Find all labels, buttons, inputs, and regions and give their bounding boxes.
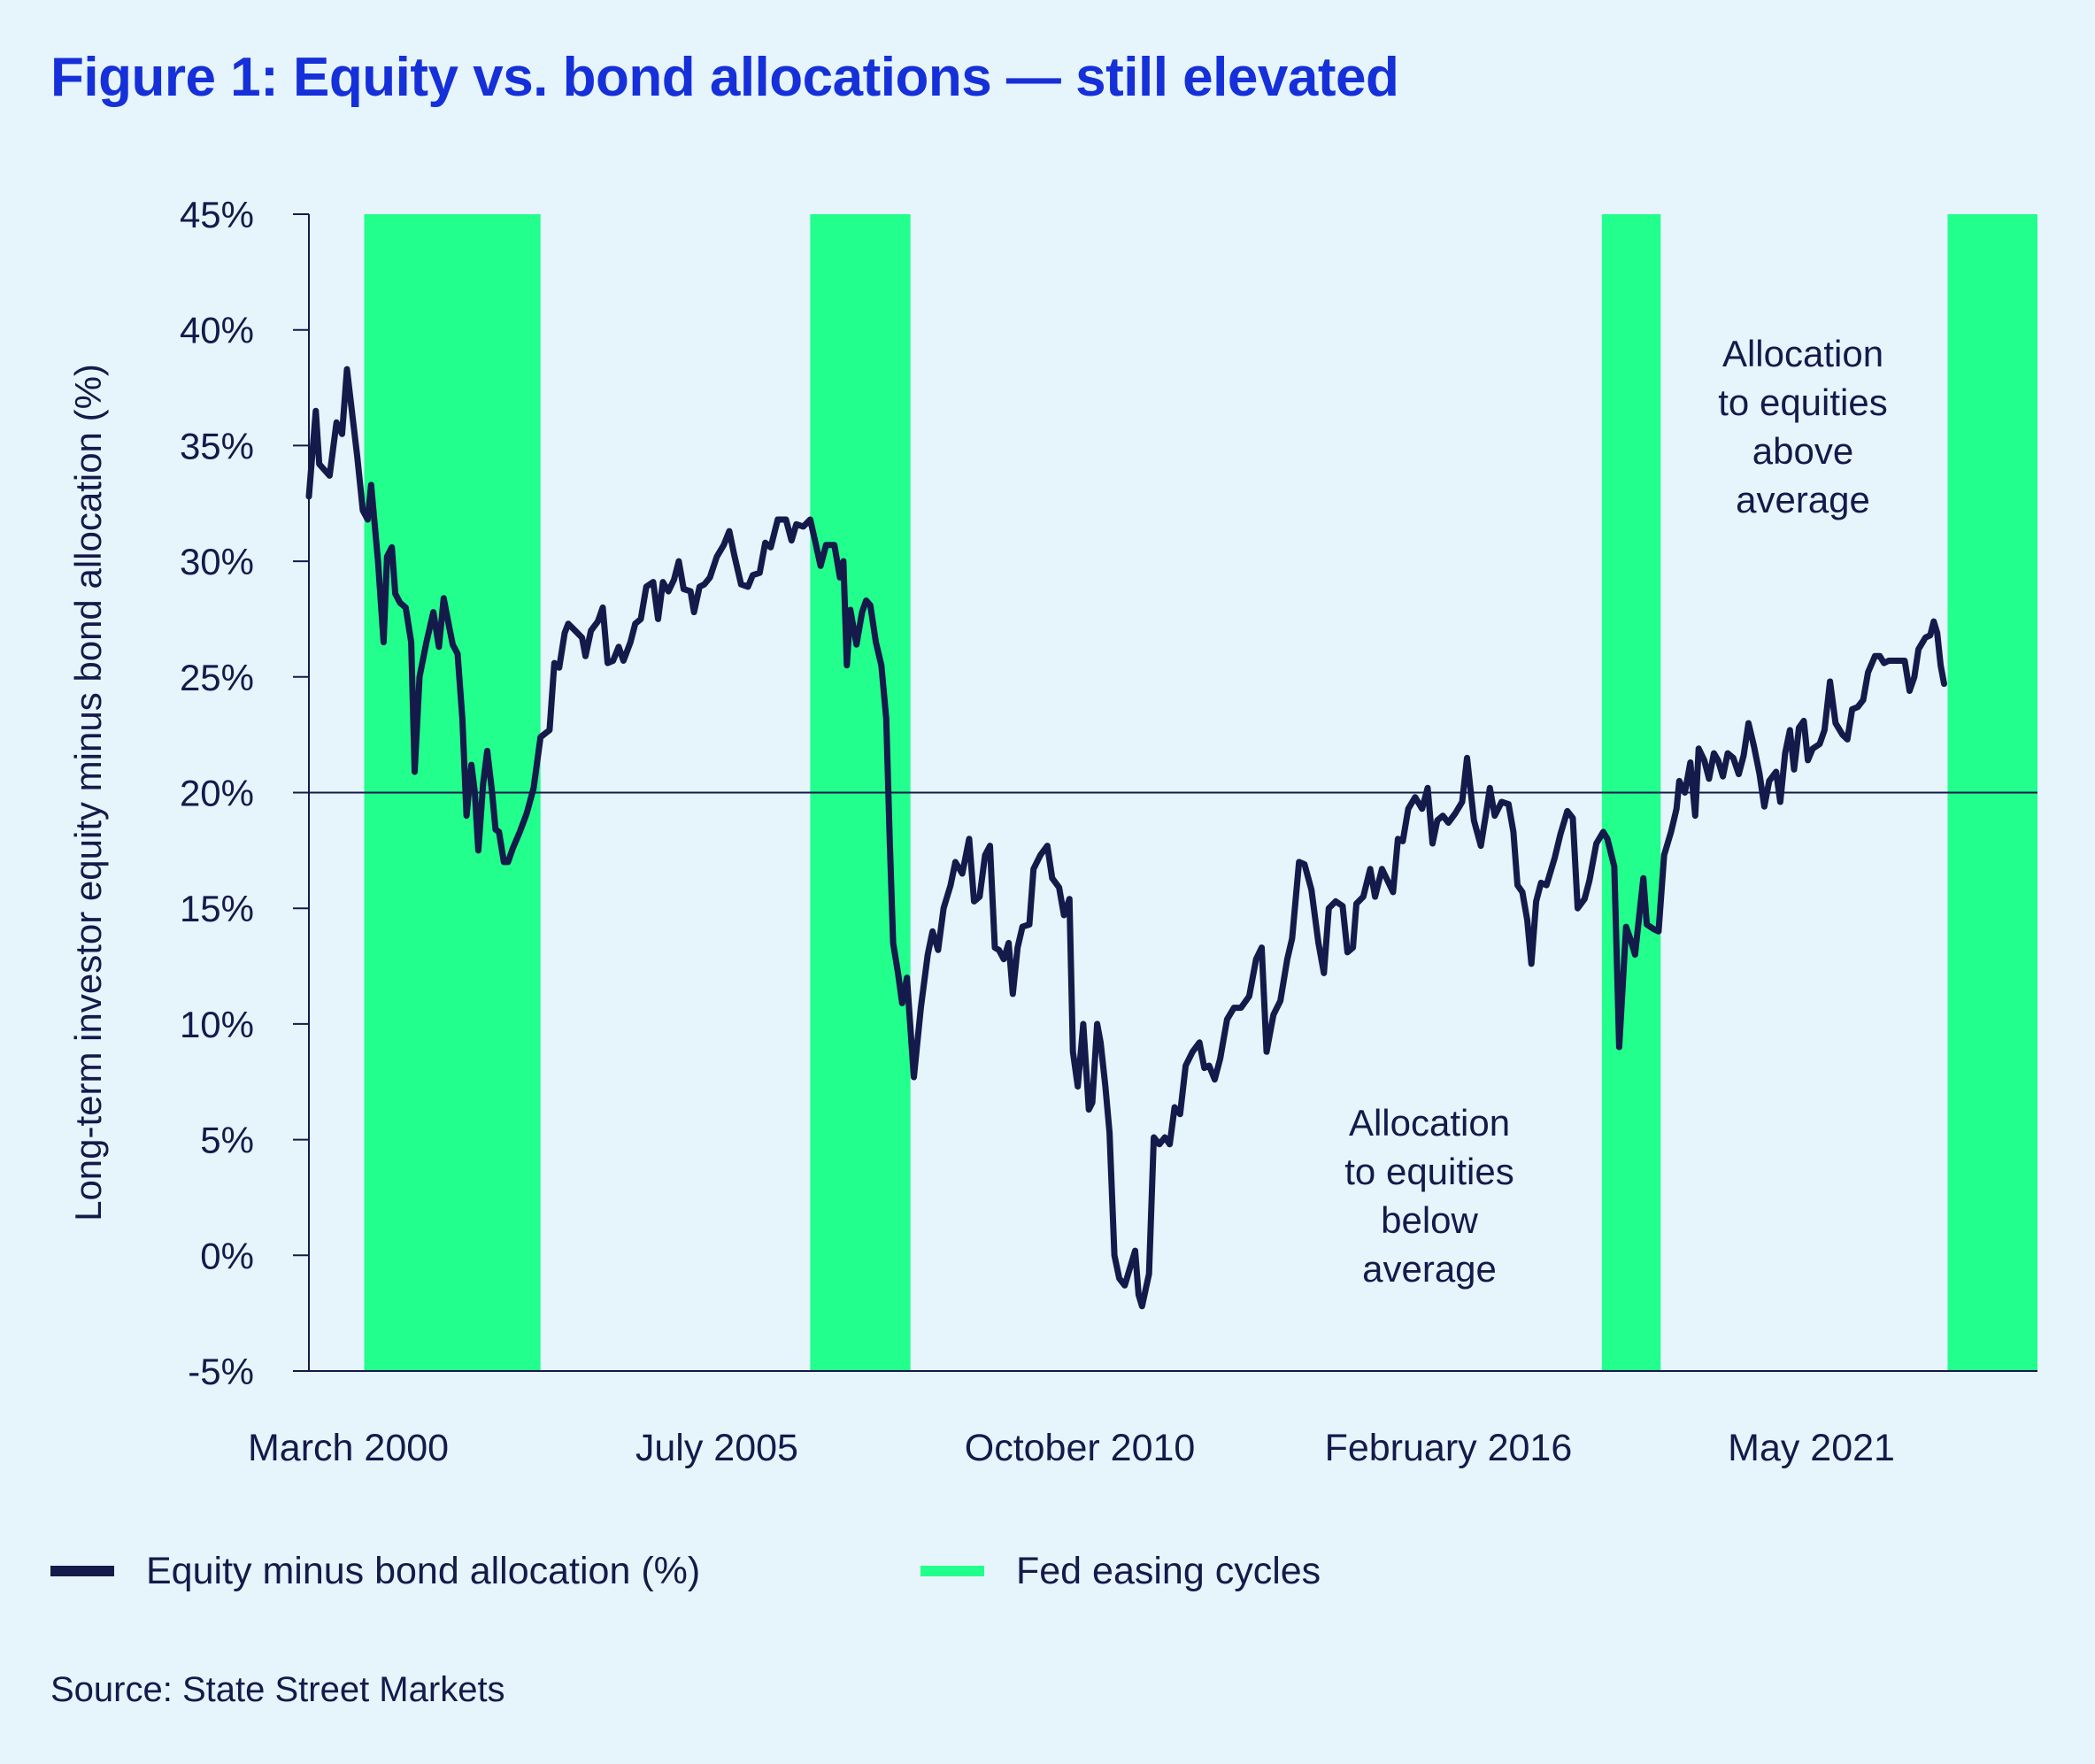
- annotation-above-line-1: Allocation: [1722, 333, 1883, 374]
- annotation-above-line-3: above: [1752, 430, 1853, 472]
- y-tick-label: 0%: [200, 1235, 254, 1276]
- x-axis-ticks: March 2000 July 2005 October 2010 February …: [248, 1427, 1895, 1469]
- annotation-below-line-3: below: [1381, 1199, 1478, 1241]
- equity-minus-bond-line: [305, 366, 1947, 1310]
- y-tick-label: 45%: [180, 194, 254, 235]
- y-axis-title: Long-term investor equity minus bond all…: [67, 364, 109, 1221]
- legend-item-band: Fed easing cycles: [920, 1544, 1321, 1598]
- legend: Equity minus bond allocation (%) Fed eas…: [50, 1544, 1467, 1598]
- y-tick-label: 25%: [180, 657, 254, 698]
- source-note: Source: State Street Markets: [50, 1670, 505, 1709]
- x-tick-label: March 2000: [248, 1427, 449, 1469]
- annotation-below-line-1: Allocation: [1349, 1102, 1510, 1144]
- annotation-above-line-2: to equities: [1718, 381, 1887, 423]
- x-tick-label: October 2010: [965, 1427, 1196, 1469]
- annotation-below-average: Allocation to equities below average: [1344, 1102, 1513, 1290]
- legend-item-line: Equity minus bond allocation (%): [50, 1544, 700, 1598]
- chart-canvas: -5% 0% 5% 10% 15% 20% 25% 30% 35% 40% 45% March 20…: [67, 194, 2037, 1469]
- annotation-below-line-2: to equities: [1344, 1151, 1513, 1192]
- legend-line-swatch: [50, 1566, 114, 1576]
- x-tick-label: July 2005: [635, 1427, 798, 1469]
- x-tick-label: February 2016: [1325, 1427, 1573, 1469]
- legend-line-label: Equity minus bond allocation (%): [146, 1549, 701, 1592]
- legend-band-label: Fed easing cycles: [1016, 1549, 1321, 1592]
- legend-band-swatch: [920, 1566, 984, 1576]
- y-tick-label: 30%: [180, 541, 254, 582]
- y-tick-label: 20%: [180, 773, 254, 814]
- annotation-above-line-4: average: [1736, 479, 1870, 520]
- y-tick-label: 35%: [180, 425, 254, 466]
- y-axis-ticks: -5% 0% 5% 10% 15% 20% 25% 30% 35% 40% 45%: [180, 194, 309, 1392]
- annotation-above-average: Allocation to equities above average: [1718, 333, 1887, 520]
- y-tick-label: 15%: [180, 888, 254, 929]
- y-tick-label: 10%: [180, 1004, 254, 1045]
- annotation-below-line-4: average: [1362, 1248, 1497, 1290]
- y-tick-label: 40%: [180, 310, 254, 351]
- y-tick-label: -5%: [188, 1351, 254, 1392]
- chart-title: Figure 1: Equity vs. bond allocations — …: [50, 47, 1399, 108]
- y-tick-label: 5%: [200, 1120, 254, 1161]
- x-tick-label: May 2021: [1728, 1427, 1895, 1469]
